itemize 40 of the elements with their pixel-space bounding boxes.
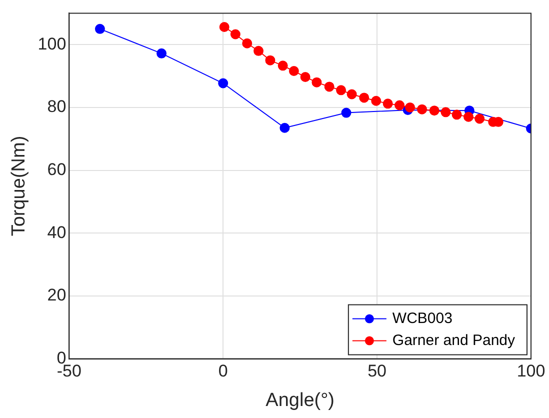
point (219, 22, 230, 32)
point (417, 104, 428, 114)
legend-label: Garner and Pandy (392, 332, 516, 349)
x-tick-label: 100 (516, 362, 546, 381)
y-tick-label: 20 (47, 286, 66, 305)
point (278, 60, 288, 71)
x-tick-label: 50 (368, 362, 387, 381)
point (230, 29, 240, 40)
point (288, 66, 299, 76)
point (218, 78, 228, 88)
point (371, 96, 382, 106)
point (341, 108, 352, 118)
point (382, 98, 393, 109)
y-axis-title: Torque(Nm) (8, 136, 30, 236)
point (312, 77, 322, 88)
point (324, 82, 334, 92)
point (242, 38, 252, 48)
point (300, 72, 310, 82)
point (336, 85, 346, 96)
point (394, 100, 405, 110)
y-tick-label: 80 (47, 97, 66, 116)
point (359, 92, 370, 103)
x-axis-title: Angle(°) (266, 390, 335, 411)
point (440, 107, 451, 118)
y-tick-label: 100 (38, 34, 66, 54)
point (94, 24, 105, 34)
x-tick-label: 0 (218, 362, 228, 381)
point (156, 48, 167, 58)
y-tick-label: 40 (47, 222, 66, 242)
point (464, 112, 474, 122)
point (280, 122, 290, 133)
point (254, 46, 264, 56)
point (452, 110, 462, 120)
point (474, 114, 485, 124)
point (405, 102, 415, 112)
legend-label: WCB003 (392, 310, 452, 327)
point (265, 55, 276, 66)
point (346, 89, 357, 100)
y-tick-label: 60 (47, 160, 66, 179)
point (429, 106, 440, 116)
